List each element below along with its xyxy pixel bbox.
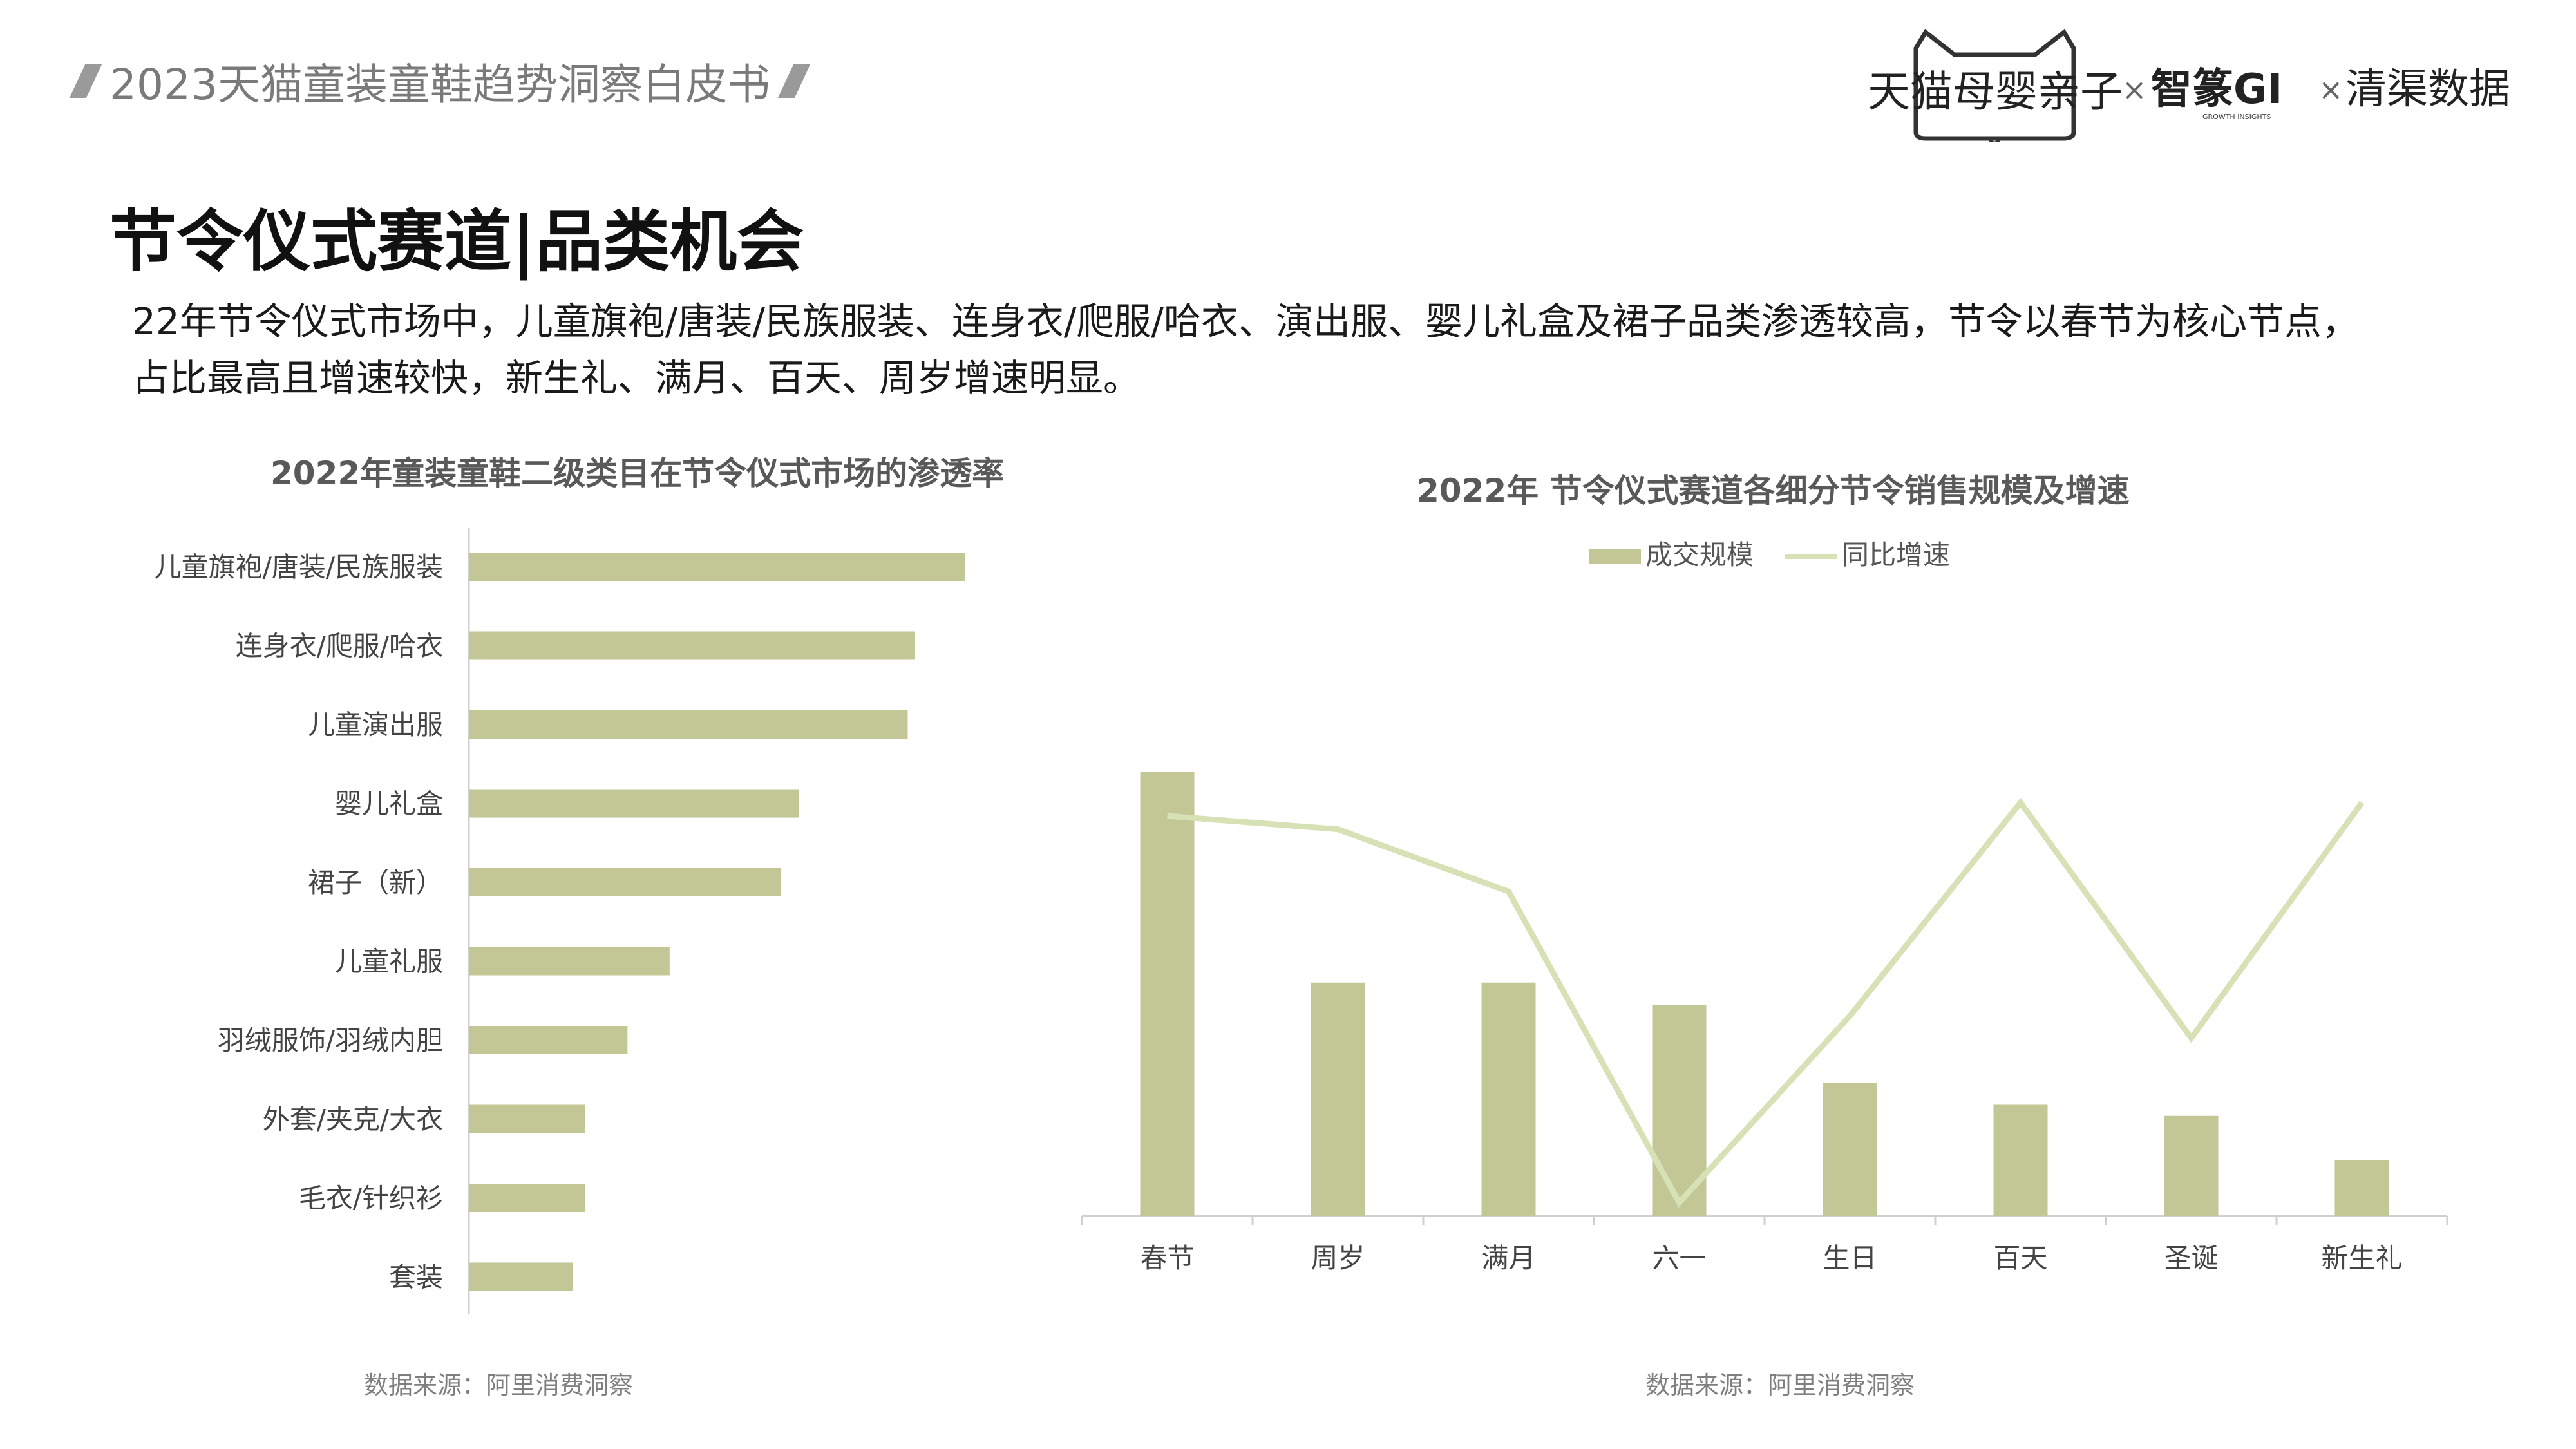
sales-bar-3 [1481, 982, 1536, 1216]
tmall-logo-text: 天猫母婴亲子 [1868, 67, 2123, 117]
bar-3 [469, 710, 908, 739]
growth-rate-line [1167, 797, 2365, 1208]
bar-8 [469, 1104, 585, 1133]
summary-line-2: 占比最高且增速较快，新生礼、满月、百天、周岁增速明显。 [132, 356, 1141, 400]
partner-logo-1-sub: GROWTH INSIGHTS [2202, 113, 2271, 121]
sales-bar-1 [1140, 772, 1195, 1216]
category-label: 六一 [1652, 1242, 1706, 1274]
category-label: 婴儿礼盒 [335, 788, 443, 820]
bar-6 [469, 947, 670, 976]
report-title: 2023天猫童装童鞋趋势洞察白皮书 [109, 60, 770, 109]
bar-5 [469, 868, 782, 896]
category-label: 周岁 [1311, 1242, 1365, 1274]
bar-4 [469, 789, 799, 818]
left-chart-title: 2022年童装童鞋二级类目在节令仪式市场的渗透率 [270, 455, 1005, 492]
sales-bar-5 [1823, 1083, 1877, 1216]
sales-bar-6 [1993, 1104, 2048, 1216]
category-label: 儿童旗袍/唐装/民族服装 [155, 551, 443, 583]
page-title: 节令仪式赛道|品类机会 [109, 202, 804, 281]
report-header: 2023天猫童装童鞋趋势洞察白皮书 [71, 50, 809, 112]
category-label: 儿童演出服 [308, 709, 443, 741]
sales-bar-7 [2164, 1115, 2219, 1216]
tmall-cat-logo-icon [1913, 28, 2076, 141]
category-label: 满月 [1481, 1242, 1535, 1274]
bar-2 [469, 631, 915, 660]
bar-1 [469, 553, 965, 581]
bar-10 [469, 1262, 573, 1291]
legend-bar-swatch [1589, 549, 1641, 564]
right-chart-source: 数据来源：阿里消费洞察 [1645, 1371, 1915, 1399]
slash-decoration-icon [779, 64, 809, 98]
bar-9 [469, 1184, 585, 1212]
category-label: 外套/夹克/大衣 [263, 1104, 443, 1135]
category-label: 裙子（新） [308, 867, 443, 898]
times-sign: × [2318, 72, 2344, 107]
summary-line-1: 22年节令仪式市场中，儿童旗袍/唐装/民族服装、连身衣/爬服/哈衣、演出服、婴儿… [132, 299, 2359, 343]
category-label: 生日 [1823, 1242, 1877, 1274]
times-sign: × [2122, 72, 2147, 107]
legend-bar-label: 成交规模 [1645, 539, 1754, 571]
category-label: 新生礼 [2321, 1242, 2402, 1274]
summary-text: 22年节令仪式市场中，儿童旗袍/唐装/民族服装、连身衣/爬服/哈衣、演出服、婴儿… [132, 293, 2450, 406]
bar-7 [469, 1026, 628, 1054]
category-label: 套装 [389, 1262, 443, 1293]
brand-logos: 天猫母婴亲子 × 智篆GI GROWTH INSIGHTS × 清渠数据 [1868, 28, 2510, 142]
category-label: 春节 [1140, 1242, 1194, 1274]
category-label: 羽绒服饰/羽绒内胆 [218, 1025, 443, 1056]
category-label: 连身衣/爬服/哈衣 [236, 630, 443, 662]
partner-logo-2: 清渠数据 [2345, 66, 2510, 113]
right-chart-title: 2022年 节令仪式赛道各细分节令销售规模及增速 [1417, 472, 2130, 509]
partner-logo-1: 智篆GI [2151, 66, 2282, 113]
sales-bar-2 [1311, 982, 1365, 1216]
slash-decoration-icon [71, 64, 100, 98]
category-label: 圣诞 [2164, 1242, 2218, 1274]
legend-line-label: 同比增速 [1842, 539, 1950, 571]
category-label: 儿童礼服 [335, 946, 443, 978]
sales-bar-8 [2334, 1160, 2389, 1216]
left-chart-source: 数据来源：阿里消费洞察 [364, 1371, 634, 1399]
category-label: 百天 [1993, 1242, 2047, 1274]
category-label: 毛衣/针织衫 [299, 1182, 443, 1214]
